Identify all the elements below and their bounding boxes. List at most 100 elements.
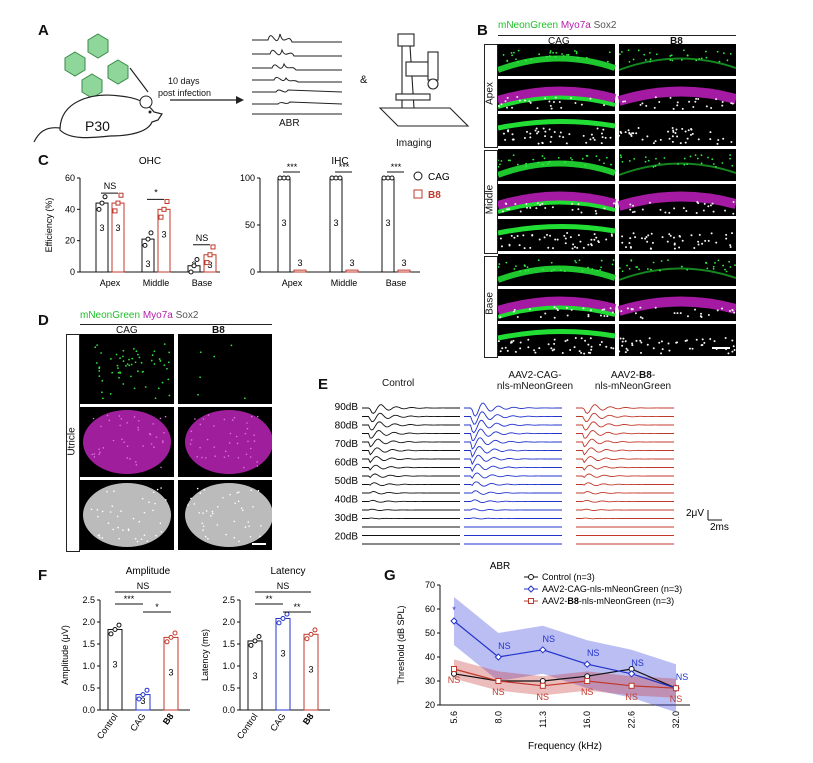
- abr-trace-b8: [576, 491, 674, 495]
- green-band: [498, 118, 616, 131]
- cell-dot: [690, 234, 693, 237]
- cell-dot: [628, 60, 631, 63]
- g-band-1: [454, 597, 676, 713]
- ohc-point-b8: [161, 206, 167, 212]
- cell-dot: [600, 259, 603, 262]
- cell-dot: [132, 517, 135, 520]
- panel-d-col-b8: B8: [212, 325, 225, 336]
- cell-dot: [712, 210, 715, 213]
- cell-dot: [152, 509, 154, 512]
- cell-dot: [631, 211, 634, 214]
- cell-dot: [204, 535, 207, 538]
- cell-dot: [210, 515, 212, 517]
- cell-dot: [163, 343, 166, 346]
- cell-dot: [610, 163, 612, 166]
- cell-dot: [654, 165, 657, 167]
- latency-ytick-label: 2.5: [222, 595, 235, 605]
- cell-dot: [498, 159, 499, 162]
- cell-dot: [733, 311, 736, 314]
- abr-trace-control: [362, 447, 460, 456]
- cell-dot: [639, 316, 642, 319]
- cell-dot: [550, 261, 553, 264]
- cell-dot: [229, 493, 231, 496]
- cell-dot: [541, 202, 544, 205]
- cell-dot: [102, 447, 105, 449]
- cell-dot: [202, 418, 205, 420]
- cell-dot: [590, 345, 593, 348]
- cell-dot: [550, 347, 553, 350]
- cell-dot: [620, 50, 623, 53]
- cell-dot: [528, 100, 531, 103]
- cell-dot: [153, 363, 156, 365]
- cell-dot: [551, 247, 554, 250]
- cell-dot: [655, 53, 658, 56]
- cell-dot: [707, 239, 710, 242]
- cell-dot: [547, 246, 550, 249]
- cell-dot: [689, 133, 692, 136]
- cell-dot: [622, 337, 625, 340]
- cell-dot: [554, 96, 557, 99]
- cell-dot: [202, 512, 204, 514]
- utricle-label: Utricle: [66, 427, 78, 456]
- cell-dot: [577, 234, 580, 237]
- cell-dot: [582, 307, 585, 310]
- cell-dot: [216, 506, 219, 508]
- cell-dot: [731, 350, 734, 353]
- cell-dot: [564, 270, 566, 273]
- cell-dot: [194, 418, 196, 420]
- cell-dot: [236, 442, 239, 445]
- cell-dot: [118, 415, 121, 417]
- cell-dot: [249, 456, 252, 458]
- cell-dot: [137, 353, 139, 356]
- cell-dot: [590, 348, 593, 351]
- abr-trace-b8: [576, 456, 674, 464]
- cell-dot: [722, 52, 725, 55]
- utricle-shape: [83, 483, 171, 547]
- cell-dot: [153, 446, 155, 448]
- cell-dot: [550, 270, 553, 273]
- cell-dot: [247, 440, 249, 443]
- cell-dot: [548, 128, 551, 131]
- cell-dot: [667, 259, 669, 262]
- cell-dot: [564, 340, 567, 343]
- cell-dot: [700, 57, 703, 60]
- cell-dot: [523, 137, 526, 140]
- ohc-ytick-label: 20: [65, 236, 75, 246]
- cell-dot: [536, 132, 539, 135]
- cell-dot: [577, 203, 580, 206]
- cell-dot: [610, 346, 613, 349]
- cell-dot: [249, 447, 252, 450]
- cell-dot: [126, 422, 129, 424]
- g-point-b8: [584, 678, 591, 684]
- cell-dot: [600, 132, 603, 135]
- cell-dot: [565, 142, 568, 145]
- ampersand: &: [360, 74, 368, 86]
- cell-dot: [581, 157, 584, 160]
- cell-dot: [734, 264, 736, 267]
- cell-dot: [544, 130, 547, 133]
- cell-dot: [530, 58, 533, 61]
- cell-dot: [197, 393, 199, 396]
- ihc-point-cag: [329, 175, 335, 181]
- cell-dot: [211, 512, 214, 515]
- abr-trace-cag: [464, 463, 562, 473]
- cell-dot: [600, 340, 603, 343]
- cell-dot: [660, 352, 663, 355]
- cell-dot: [730, 140, 733, 143]
- cell-dot: [548, 55, 551, 57]
- cell-dot: [672, 107, 675, 110]
- cell-dot: [603, 308, 606, 311]
- cell-dot: [578, 350, 581, 353]
- cell-dot: [732, 345, 735, 348]
- cell-dot: [524, 269, 527, 272]
- cell-dot: [577, 208, 580, 211]
- cell-dot: [702, 209, 705, 212]
- g-point-cag: [539, 646, 547, 654]
- abr-trace-cag: [464, 437, 562, 450]
- cell-dot: [731, 339, 734, 342]
- cell-dot: [90, 508, 93, 511]
- cell-dot: [506, 349, 509, 352]
- cell-dot: [593, 138, 596, 141]
- cell-dot: [587, 315, 590, 318]
- cell-dot: [722, 137, 725, 140]
